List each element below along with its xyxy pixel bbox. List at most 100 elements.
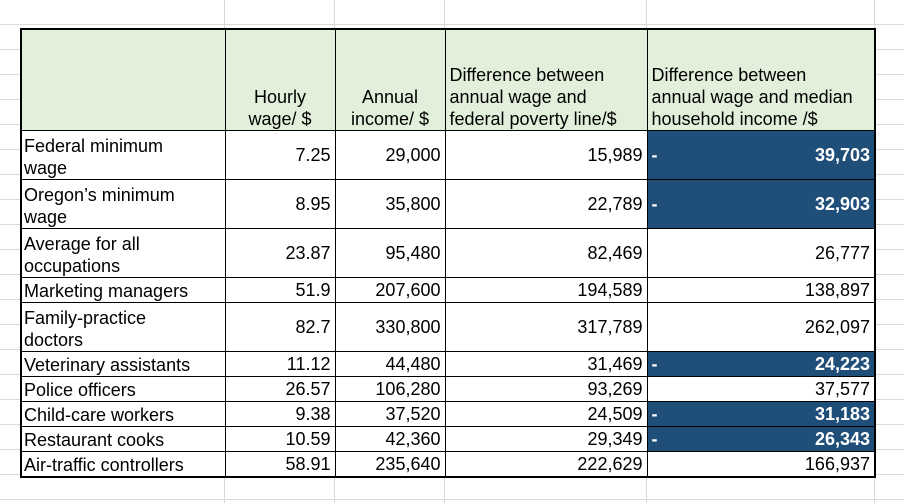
row-label-line: Marketing managers <box>24 281 189 301</box>
row-label-line: occupations <box>24 256 121 276</box>
negative-sign: - <box>651 429 658 449</box>
table-row: Air-traffic controllers 58.91 235,640 222,6… <box>20 451 876 478</box>
hourly-wage-cell[interactable]: 11.12 <box>224 351 336 377</box>
table-body: Federal minimum wage 7.25 29,000 15,989-39,7… <box>20 130 876 478</box>
table-row: Police officers 26.57 106,280 93,269 37,577 <box>20 376 876 402</box>
negative-sign: - <box>651 354 658 374</box>
median-diff-value: 31,183 <box>814 404 870 424</box>
header-line: Difference between <box>449 65 605 85</box>
row-label-line: Air-traffic controllers <box>24 455 184 475</box>
row-label-line: Restaurant cooks <box>24 430 165 450</box>
median-diff-value: 262,097 <box>804 317 870 337</box>
row-label-cell[interactable]: Family-practice doctors <box>20 302 226 352</box>
poverty-diff-cell[interactable]: 317,789 <box>444 302 648 352</box>
poverty-diff-cell[interactable]: 22,789 <box>444 179 648 229</box>
table-row: Oregon’s minimum wage 8.95 35,800 22,789-32,… <box>20 179 876 229</box>
median-diff-value: 26,777 <box>814 243 870 263</box>
median-diff-value: 166,937 <box>804 454 870 474</box>
annual-income-cell[interactable]: 106,280 <box>334 376 446 402</box>
hourly-wage-cell[interactable]: 82.7 <box>224 302 336 352</box>
row-label-line: wage <box>24 207 68 227</box>
median-diff-cell[interactable]: - 39,703 <box>646 130 876 180</box>
annual-income-cell[interactable]: 235,640 <box>334 451 446 478</box>
negative-sign: - <box>651 145 658 165</box>
row-label-cell[interactable]: Marketing managers <box>20 277 226 303</box>
header-line: Annual <box>361 87 419 107</box>
median-diff-cell[interactable]: 37,577 <box>646 376 876 402</box>
row-label-cell[interactable]: Veterinary assistants <box>20 351 226 377</box>
row-label-cell[interactable]: Oregon’s minimum wage <box>20 179 226 229</box>
hourly-wage-cell[interactable]: 26.57 <box>224 376 336 402</box>
poverty-diff-cell[interactable]: 194,589 <box>444 277 648 303</box>
poverty-diff-cell[interactable]: 29,349 <box>444 426 648 452</box>
poverty-diff-cell[interactable]: 82,469 <box>444 228 648 278</box>
hourly-wage-cell[interactable]: 58.91 <box>224 451 336 478</box>
median-diff-cell[interactable]: - 26,343 <box>646 426 876 452</box>
table-row: Restaurant cooks 10.59 42,360 29,349- 26,343 <box>20 426 876 452</box>
annual-income-cell[interactable]: 37,520 <box>334 401 446 427</box>
row-label-cell[interactable]: Child-care workers <box>20 401 226 427</box>
hourly-wage-cell[interactable]: 10.59 <box>224 426 336 452</box>
row-label-cell[interactable]: Federal minimum wage <box>20 130 226 180</box>
row-label-cell[interactable]: Police officers <box>20 376 226 402</box>
header-cell-diff-median[interactable]: Difference between annual wage and media… <box>646 28 876 131</box>
annual-income-cell[interactable]: 44,480 <box>334 351 446 377</box>
row-label-cell[interactable]: Average for all occupations <box>20 228 226 278</box>
negative-sign: - <box>651 404 658 424</box>
table-row: Marketing managers 51.9 207,600 194,589 138,… <box>20 277 876 303</box>
row-label-line: Veterinary assistants <box>24 355 191 375</box>
annual-income-cell[interactable]: 207,600 <box>334 277 446 303</box>
header-line: wage/ $ <box>248 109 312 129</box>
header-cell-category[interactable] <box>20 28 226 131</box>
hourly-wage-cell[interactable]: 7.25 <box>224 130 336 180</box>
median-diff-value: 24,223 <box>814 354 870 374</box>
poverty-diff-cell[interactable]: 93,269 <box>444 376 648 402</box>
median-diff-value: 37,577 <box>814 379 870 399</box>
header-line: Hourly <box>253 87 306 107</box>
median-diff-cell[interactable]: - 31,183 <box>646 401 876 427</box>
header-cell-annual[interactable]: Annual income/ $ <box>334 28 446 131</box>
row-label-line: Child-care workers <box>24 405 175 425</box>
median-diff-value: 39,703 <box>814 145 870 165</box>
hourly-wage-cell[interactable]: 9.38 <box>224 401 336 427</box>
row-label-line: Federal minimum <box>24 136 164 156</box>
table-row: Average for all occupations 23.87 95,480 82,… <box>20 228 876 278</box>
median-diff-cell[interactable]: 166,937 <box>646 451 876 478</box>
annual-income-cell[interactable]: 29,000 <box>334 130 446 180</box>
negative-sign: - <box>651 194 658 214</box>
hourly-wage-cell[interactable]: 23.87 <box>224 228 336 278</box>
median-diff-cell[interactable]: - 32,903 <box>646 179 876 229</box>
poverty-diff-cell[interactable]: 24,509 <box>444 401 648 427</box>
annual-income-cell[interactable]: 35,800 <box>334 179 446 229</box>
row-label-cell[interactable]: Air-traffic controllers <box>20 451 226 478</box>
annual-income-cell[interactable]: 330,800 <box>334 302 446 352</box>
wage-comparison-table: Hourly wage/ $ Annual income/ $ Differen… <box>20 28 876 478</box>
header-line: household income /$ <box>651 109 818 129</box>
annual-income-cell[interactable]: 42,360 <box>334 426 446 452</box>
row-label-line: Police officers <box>24 380 136 400</box>
header-line: income/ $ <box>350 109 430 129</box>
median-diff-cell[interactable]: 138,897 <box>646 277 876 303</box>
row-label-line: Family-practice <box>24 308 147 328</box>
poverty-diff-cell[interactable]: 222,629 <box>444 451 648 478</box>
median-diff-cell[interactable]: - 24,223 <box>646 351 876 377</box>
table-row: Child-care workers 9.38 37,520 24,509- 31,18… <box>20 401 876 427</box>
row-label-line: Oregon’s minimum <box>24 185 175 205</box>
poverty-diff-cell[interactable]: 31,469 <box>444 351 648 377</box>
header-line: annual wage and <box>449 87 587 107</box>
table-row: Federal minimum wage 7.25 29,000 15,989- 39,7… <box>20 130 876 180</box>
hourly-wage-cell[interactable]: 8.95 <box>224 179 336 229</box>
median-diff-value: 138,897 <box>804 280 870 300</box>
header-cell-diff-poverty[interactable]: Difference between annual wage and feder… <box>444 28 648 131</box>
median-diff-cell[interactable]: 26,777 <box>646 228 876 278</box>
table-row: Veterinary assistants 11.12 44,480 31,469- 2… <box>20 351 876 377</box>
row-label-line: doctors <box>24 330 84 350</box>
hourly-wage-cell[interactable]: 51.9 <box>224 277 336 303</box>
table-row: Family-practice doctors 82.7 330,800 317,789… <box>20 302 876 352</box>
annual-income-cell[interactable]: 95,480 <box>334 228 446 278</box>
poverty-diff-cell[interactable]: 15,989 <box>444 130 648 180</box>
median-diff-value: 26,343 <box>814 429 870 449</box>
median-diff-cell[interactable]: 262,097 <box>646 302 876 352</box>
row-label-cell[interactable]: Restaurant cooks <box>20 426 226 452</box>
header-cell-hourly[interactable]: Hourly wage/ $ <box>224 28 336 131</box>
